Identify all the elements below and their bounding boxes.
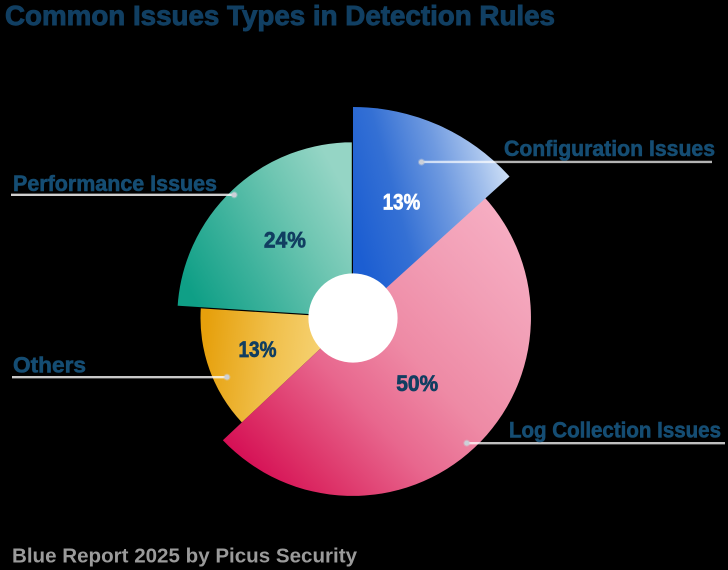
svg-text:Blue Report 2025 by Picus Secu: Blue Report 2025 by Picus Security [12,546,358,568]
svg-text:Log Collection Issues: Log Collection Issues [509,418,721,443]
svg-text:Others: Others [13,352,86,377]
svg-text:13%: 13% [239,337,277,362]
svg-text:Common Issues Types in Detecti: Common Issues Types in Detection Rules [5,0,555,31]
svg-text:Configuration Issues: Configuration Issues [504,136,715,161]
svg-text:13%: 13% [383,189,420,214]
svg-text:Performance Issues: Performance Issues [13,171,217,196]
svg-text:24%: 24% [264,227,306,252]
svg-text:50%: 50% [396,371,438,396]
